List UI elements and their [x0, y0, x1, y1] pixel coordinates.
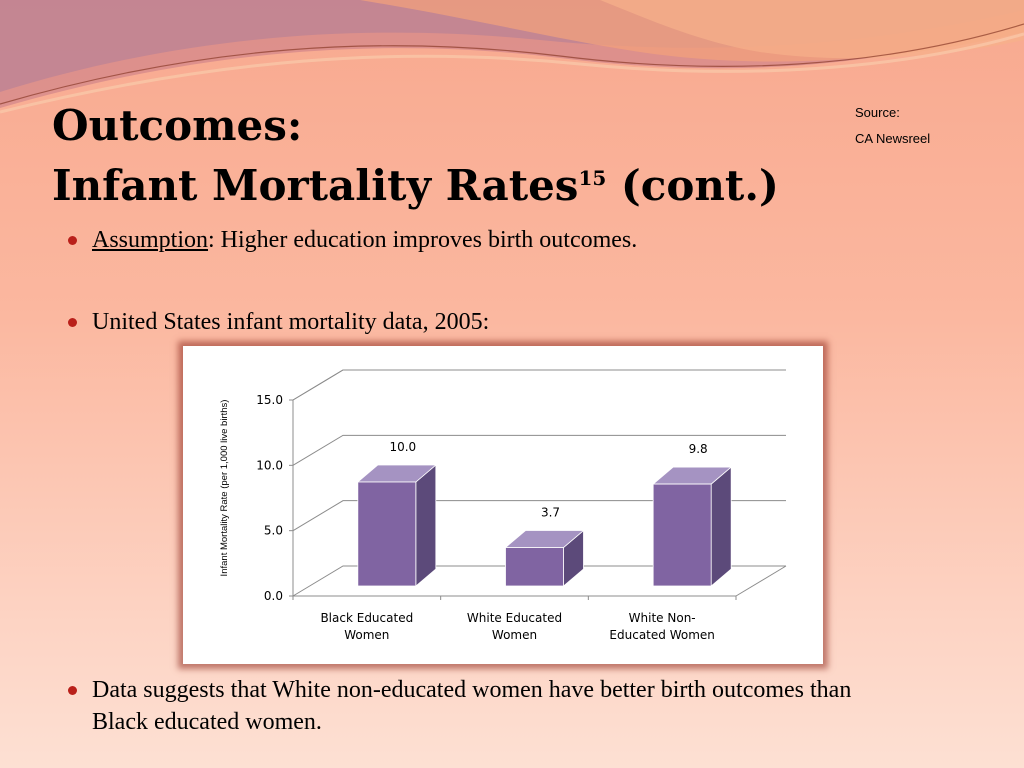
data-label: 10.0 — [389, 440, 416, 454]
gridline — [292, 369, 786, 401]
header-wave-decoration — [0, 0, 1024, 114]
bullet-dot-icon — [68, 686, 77, 695]
gridline — [292, 565, 786, 597]
y-tick-label: 10.0 — [256, 458, 283, 472]
title-line-2: Infant Mortality Rates — [52, 161, 579, 210]
floor-edge — [735, 565, 787, 597]
y-tick-label: 0.0 — [264, 589, 283, 603]
assumption-label: Assumption — [92, 227, 209, 253]
bar-side — [710, 466, 732, 587]
bullet-assumption: Assumption: Higher education improves bi… — [68, 224, 637, 256]
data-label: 9.8 — [689, 442, 708, 456]
bullet-data-intro: United States infant mortality data, 200… — [68, 306, 489, 338]
source-note: Source: CA Newsreel — [855, 100, 930, 152]
bar-side — [415, 464, 437, 587]
chart-back-wall-top — [292, 369, 786, 401]
bullet-text: United States infant mortality data, 200… — [92, 309, 490, 335]
y-tick-label: 15.0 — [256, 393, 283, 407]
assumption-text: : Higher education improves birth outcom… — [208, 227, 638, 253]
gridline — [292, 500, 786, 532]
title-line-1: Outcomes: — [52, 101, 303, 150]
bar — [505, 547, 564, 587]
data-label: 3.7 — [541, 506, 560, 520]
title-suffix: (cont.) — [606, 161, 779, 210]
x-tick-label: White Non- — [629, 611, 696, 625]
bullet-text: Data suggests that White non-educated wo… — [92, 677, 852, 735]
bar-chart: 0.0 5.0 10.0 15.0 Infant Mortality Rate (per… — [219, 369, 787, 642]
title-footnote-marker: 15 — [578, 166, 607, 190]
x-tick-label: Women — [344, 628, 389, 642]
source-label: Source: — [855, 105, 900, 120]
bullet-text: Assumption: Higher education improves bi… — [92, 224, 637, 256]
bullet-dot-icon — [68, 236, 77, 245]
slide-title: Outcomes: Infant Mortality Rates15 (cont… — [52, 96, 779, 216]
bullet-conclusion: Data suggests that White non-educated wo… — [68, 674, 888, 738]
x-tick-label: Women — [492, 628, 537, 642]
gridline — [292, 434, 786, 466]
y-tick-label: 5.0 — [264, 524, 283, 538]
bar — [357, 481, 417, 587]
x-tick-label: White Educated — [467, 611, 562, 625]
bullet-dot-icon — [68, 318, 77, 327]
x-tick-label: Educated Women — [609, 628, 714, 642]
bar — [652, 483, 712, 587]
source-value: CA Newsreel — [855, 131, 931, 146]
y-axis-title: Infant Mortality Rate (per 1,000 live bi… — [219, 400, 230, 577]
x-tick-label: Black Educated — [320, 611, 413, 625]
chart-frame: 0.0 5.0 10.0 15.0 Infant Mortality Rate (per… — [183, 346, 823, 664]
